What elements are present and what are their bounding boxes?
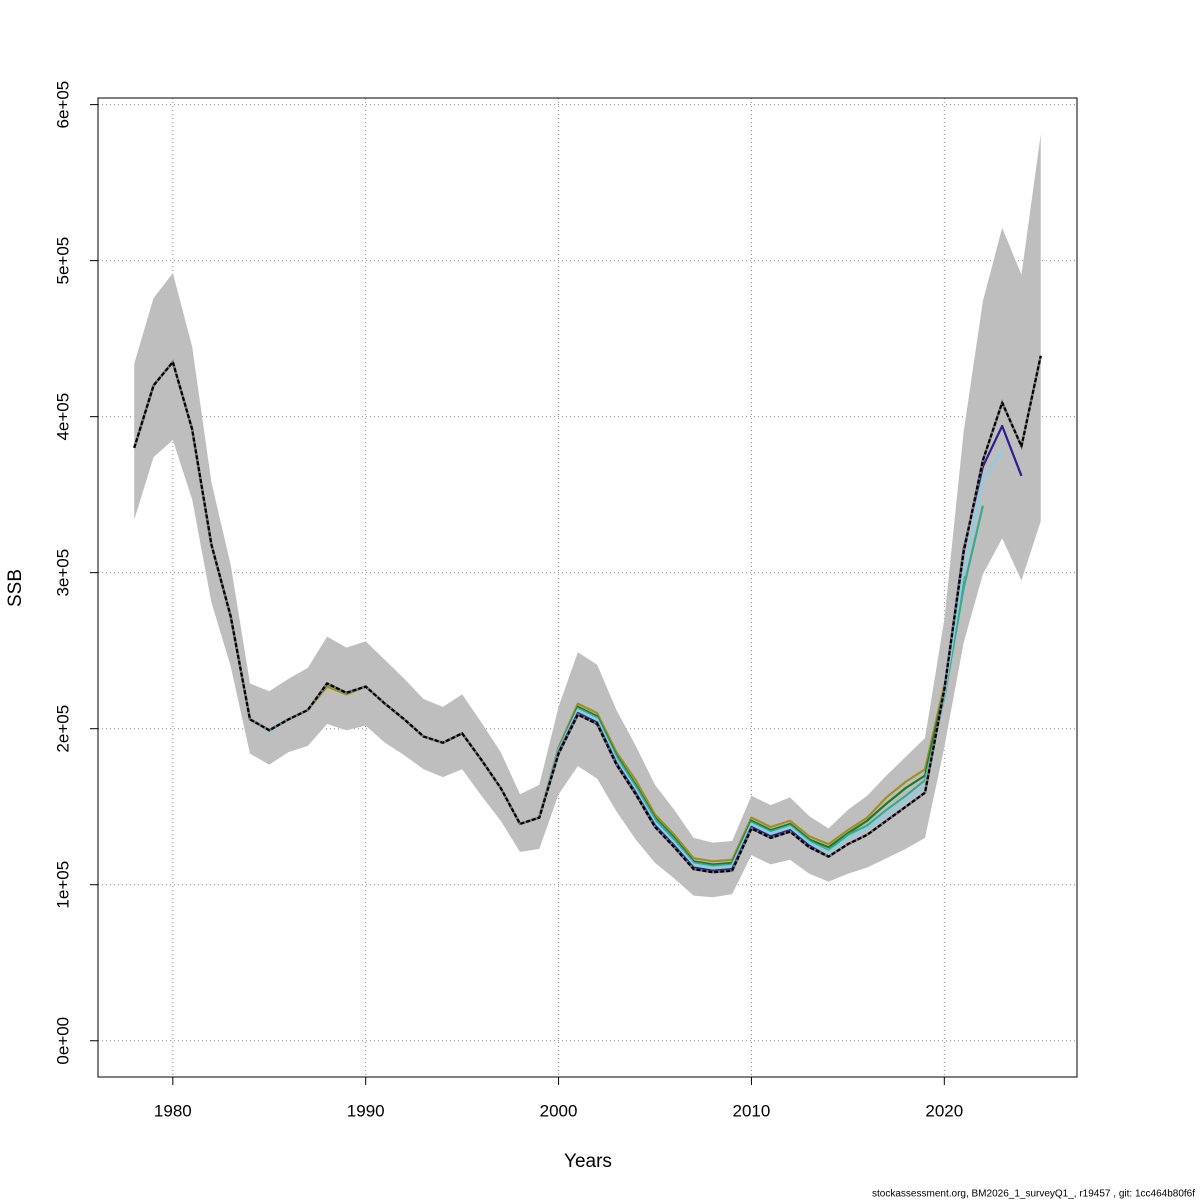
x-tick-label: 1980 bbox=[154, 1101, 192, 1120]
y-tick-label: 4e+05 bbox=[53, 393, 72, 441]
x-tick-label: 2010 bbox=[733, 1101, 771, 1120]
y-axis-label: SSB bbox=[5, 569, 26, 607]
series-line bbox=[133, 355, 1042, 874]
y-tick-label: 3e+05 bbox=[53, 549, 72, 597]
x-tick-label: 2020 bbox=[925, 1101, 963, 1120]
x-tick-label: 1990 bbox=[347, 1101, 385, 1120]
footer: stockassessment.org, BM2026_1_surveyQ1_,… bbox=[872, 1189, 1195, 1200]
y-tick-label: 2e+05 bbox=[53, 705, 72, 753]
confidence-band bbox=[134, 134, 1041, 898]
x-axis-label: Years bbox=[564, 1151, 612, 1172]
y-tick-label: 6e+05 bbox=[53, 81, 72, 129]
y-tick-label: 5e+05 bbox=[53, 237, 72, 285]
y-tick-label: 0e+00 bbox=[53, 1017, 72, 1065]
y-tick-label: 1e+05 bbox=[53, 861, 72, 909]
x-tick-label: 2000 bbox=[540, 1101, 578, 1120]
plot-frame bbox=[97, 97, 1078, 1078]
